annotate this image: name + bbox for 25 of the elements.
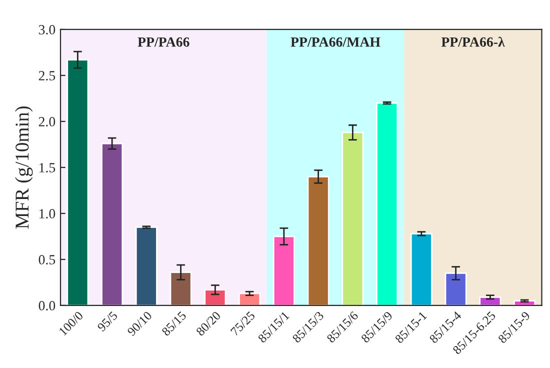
y-tick-label: 2.5	[38, 71, 56, 80]
y-tick-label: 1.5	[40, 163, 56, 172]
bar	[410, 232, 432, 306]
y-tick-label: 2.0	[38, 117, 56, 126]
bar	[238, 292, 261, 306]
band-label: PP/PA66/MAH	[290, 37, 380, 47]
bar	[170, 272, 192, 306]
bar	[66, 59, 89, 306]
y-axis-title: MFR (g/10min)	[15, 106, 33, 229]
y-tick-label: 3.0	[38, 25, 56, 34]
bar	[272, 236, 295, 306]
bar	[307, 176, 330, 306]
y-tick-label: 0.5	[38, 255, 56, 264]
bar	[135, 226, 158, 306]
bar	[479, 296, 502, 306]
y-tick-label: 1.0	[40, 209, 56, 218]
bar	[342, 132, 364, 306]
bar	[376, 102, 398, 306]
band-label: PP/PA66	[138, 37, 190, 47]
bar	[101, 142, 124, 306]
bar	[444, 272, 467, 306]
y-tick-label: 0.0	[38, 301, 56, 310]
bar	[204, 289, 226, 306]
x-tick-label: 95/5	[96, 310, 118, 332]
band-label: PP/PA66-λ	[441, 36, 505, 47]
